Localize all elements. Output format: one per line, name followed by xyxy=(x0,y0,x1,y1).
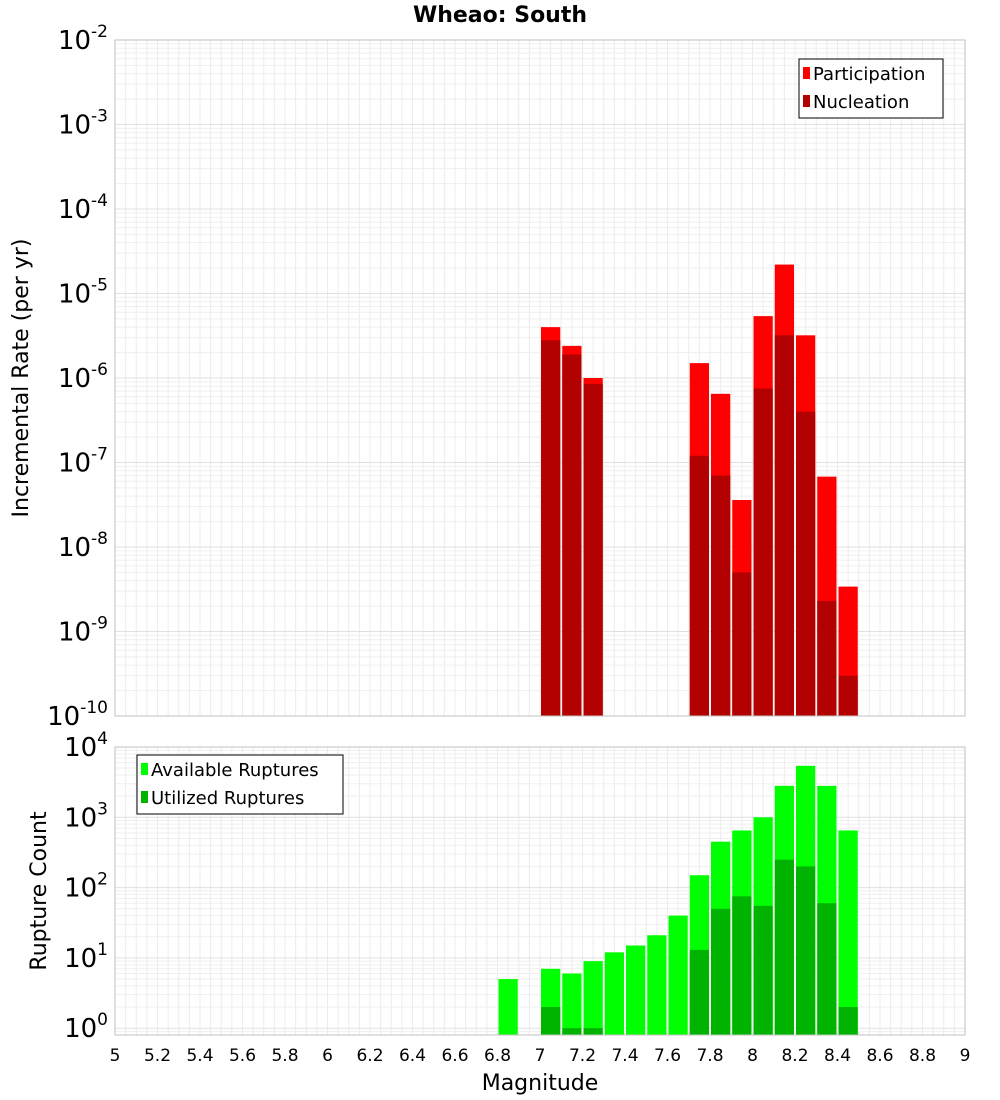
rate-bar-s2 xyxy=(562,354,582,716)
x-tick-label: 5 xyxy=(110,1046,121,1066)
x-tick-label: 5.4 xyxy=(186,1046,213,1066)
count-bar-s2 xyxy=(774,859,794,1035)
legend-swatch-utilized xyxy=(141,791,148,803)
count-bar-s2 xyxy=(711,908,731,1035)
x-tick-label: 7 xyxy=(535,1046,546,1066)
x-tick-label: 8.6 xyxy=(866,1046,893,1066)
x-tick-label: 8.8 xyxy=(909,1046,936,1066)
legend-swatch-nucleation xyxy=(803,95,810,107)
chart-title: Wheao: South xyxy=(413,3,587,28)
count-bar-s2 xyxy=(732,896,752,1035)
rate-bar-s2 xyxy=(753,388,773,716)
count-y-ticks: 100 101 102 103 104 xyxy=(64,729,108,1044)
rate-y-ticks: 10-10 10-9 10-8 10-7 10-6 10-5 10-4 10-3 10-2 xyxy=(47,22,108,732)
x-tick-label: 5.2 xyxy=(144,1046,171,1066)
count-y-tick-label: 100 xyxy=(64,1010,108,1044)
count-bar-s1 xyxy=(583,961,603,1035)
rate-bar-s2 xyxy=(711,475,731,716)
count-bar-s1 xyxy=(498,979,518,1035)
x-tick-label: 5.6 xyxy=(229,1046,256,1066)
count-bar-s2 xyxy=(583,1028,603,1035)
x-tick-label: 6.6 xyxy=(441,1046,468,1066)
x-tick-label: 6.8 xyxy=(484,1046,511,1066)
count-y-axis-label: Rupture Count xyxy=(27,811,52,971)
rate-y-tick-label: 10-9 xyxy=(58,614,108,648)
rate-y-tick-label: 10-8 xyxy=(58,529,108,563)
x-tick-label: 7.2 xyxy=(569,1046,596,1066)
count-legend-box xyxy=(136,754,344,815)
count-bar-s2 xyxy=(562,1028,582,1035)
rate-bar-s2 xyxy=(796,411,816,716)
count-panel: 100 101 102 103 104 Rupture Count Available … xyxy=(27,729,966,1044)
count-bar-s2 xyxy=(838,1007,858,1035)
rate-y-axis-label: Incremental Rate (per yr) xyxy=(9,239,34,518)
x-tick-label: 8.2 xyxy=(781,1046,808,1066)
rate-bar-s2 xyxy=(541,340,561,716)
count-bar-s2 xyxy=(817,903,837,1035)
legend-label-participation: Participation xyxy=(813,64,925,85)
x-tick-labels: 5 5.2 5.4 5.6 5.8 6 6.2 6.4 6.6 6.8 7 7.2 7.4 7.6 7.8 8… xyxy=(110,1046,971,1066)
rate-y-tick-label: 10-2 xyxy=(58,22,108,56)
legend-label-nucleation: Nucleation xyxy=(813,92,909,113)
count-y-tick-label: 104 xyxy=(64,729,108,763)
x-tick-label: 7.4 xyxy=(611,1046,638,1066)
count-bar-s2 xyxy=(796,866,816,1035)
rate-bar-s2 xyxy=(583,383,603,716)
rate-y-tick-label: 10-3 xyxy=(58,107,108,141)
legend-swatch-participation xyxy=(803,67,810,79)
legend-label-utilized: Utilized Ruptures xyxy=(151,788,304,809)
count-y-tick-label: 102 xyxy=(64,870,108,904)
legend-label-available: Available Ruptures xyxy=(151,760,319,781)
x-tick-label: 6.4 xyxy=(399,1046,426,1066)
count-y-tick-label: 103 xyxy=(64,799,108,833)
x-tick-label: 6.2 xyxy=(356,1046,383,1066)
rate-y-tick-label: 10-7 xyxy=(58,445,108,479)
rate-bar-s2 xyxy=(817,600,837,716)
x-tick-label: 5.8 xyxy=(271,1046,298,1066)
count-bar-s1 xyxy=(838,830,858,1035)
rate-bar-s2 xyxy=(732,572,752,716)
rate-bars xyxy=(541,264,858,716)
count-bar-s2 xyxy=(753,905,773,1035)
rate-legend-box xyxy=(798,58,944,119)
x-tick-label: 7.6 xyxy=(654,1046,681,1066)
rate-panel: 10-10 10-9 10-8 10-7 10-6 10-5 10-4 10-3 10-2 In… xyxy=(9,22,966,732)
rate-grid xyxy=(114,39,966,717)
count-y-tick-label: 101 xyxy=(64,940,108,974)
count-bar-s2 xyxy=(689,949,709,1035)
x-tick-label: 8.4 xyxy=(824,1046,851,1066)
count-bar-s1 xyxy=(647,935,667,1035)
rate-y-tick-label: 10-10 xyxy=(47,698,108,732)
count-bar-s1 xyxy=(626,945,646,1035)
count-bar-s1 xyxy=(604,952,624,1035)
x-tick-label: 8 xyxy=(747,1046,758,1066)
x-tick-label: 9 xyxy=(960,1046,971,1066)
count-bar-s2 xyxy=(541,1007,561,1035)
rate-y-tick-label: 10-5 xyxy=(58,276,108,310)
count-bars xyxy=(498,765,858,1035)
rate-legend: Participation Nucleation xyxy=(798,58,944,119)
rate-plot-frame xyxy=(114,39,966,717)
rate-bar-s2 xyxy=(689,455,709,716)
rate-y-tick-label: 10-4 xyxy=(58,191,108,225)
rate-bar-s2 xyxy=(838,675,858,716)
x-tick-label: 7.8 xyxy=(696,1046,723,1066)
count-plot-frame xyxy=(114,746,966,1036)
rate-y-tick-label: 10-6 xyxy=(58,360,108,394)
x-tick-label: 6 xyxy=(322,1046,333,1066)
rate-bar-s2 xyxy=(774,335,794,716)
count-legend: Available Ruptures Utilized Ruptures xyxy=(136,754,344,815)
count-bar-s1 xyxy=(562,973,582,1035)
x-axis-label: Magnitude xyxy=(482,1071,599,1096)
legend-swatch-available xyxy=(141,763,148,775)
count-bar-s1 xyxy=(668,915,688,1035)
